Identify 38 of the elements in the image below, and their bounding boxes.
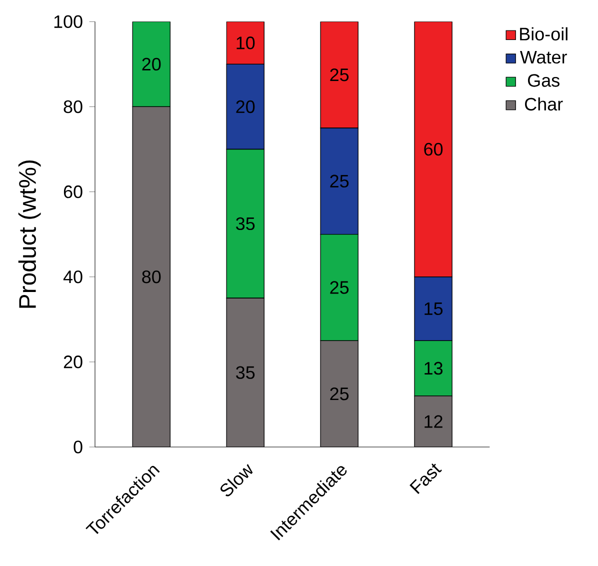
- data-label: 25: [330, 68, 349, 82]
- y-tick-label: 100: [54, 15, 82, 28]
- bar: [414, 396, 452, 447]
- x-tick-label: Fast: [410, 464, 442, 494]
- bar: [320, 22, 358, 128]
- legend-label: Gas: [528, 74, 560, 87]
- y-axis-title: Product (wt%): [18, 160, 41, 308]
- data-label: 12: [424, 415, 442, 428]
- legend-label: Water: [520, 51, 567, 64]
- data-label: 80: [142, 270, 161, 284]
- data-label: 20: [142, 58, 161, 71]
- data-label: 10: [236, 36, 255, 50]
- y-tick-label: 60: [64, 185, 82, 198]
- legend-label: Char: [525, 97, 563, 111]
- y-tick-label: 40: [63, 270, 82, 284]
- bar: [226, 22, 264, 65]
- bar: [226, 298, 264, 447]
- y-tick-label: 0: [74, 440, 82, 454]
- y-tick-label: 80: [64, 100, 82, 114]
- bar: [132, 106, 171, 447]
- bar: [132, 22, 171, 108]
- bar: [320, 340, 358, 447]
- data-label: 60: [424, 142, 443, 156]
- data-label: 25: [330, 281, 349, 294]
- bar: [414, 340, 452, 396]
- data-label: 25: [330, 174, 349, 188]
- bar: [320, 128, 358, 235]
- data-label: 13: [424, 362, 443, 375]
- data-label: 20: [236, 100, 255, 114]
- data-label: 15: [424, 302, 443, 316]
- data-label: 35: [236, 366, 255, 379]
- legend-label: Bio-oil: [520, 27, 568, 40]
- data-label: 25: [330, 387, 349, 400]
- y-tick-label: 20: [64, 356, 82, 368]
- data-label: 35: [236, 217, 255, 230]
- bar: [320, 234, 358, 341]
- bar: [226, 148, 264, 298]
- bar: [414, 22, 452, 278]
